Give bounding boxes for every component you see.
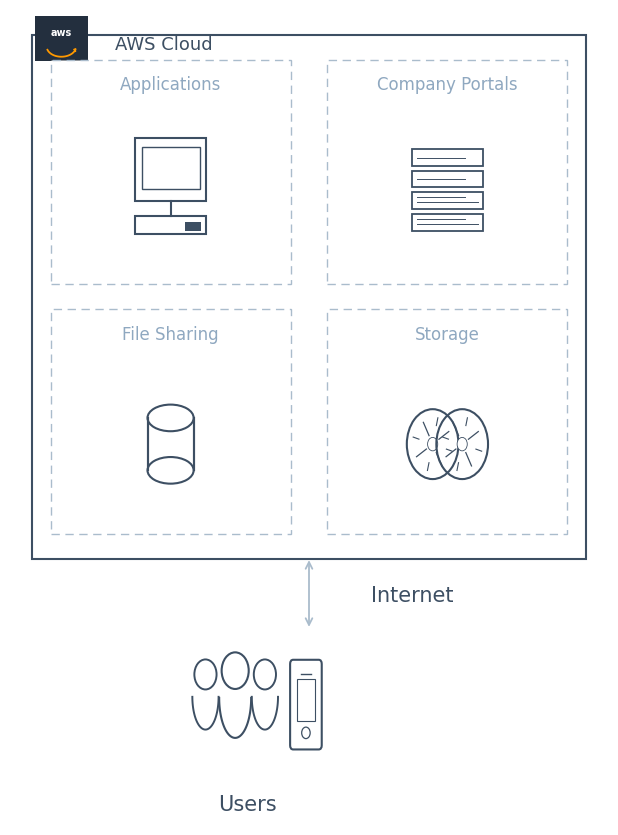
Text: File Sharing: File Sharing (122, 326, 219, 344)
Text: Applications: Applications (120, 76, 221, 94)
Text: Internet: Internet (371, 586, 453, 606)
Bar (51, 309, 290, 534)
Bar (412, 192, 483, 209)
Text: Company Portals: Company Portals (377, 76, 518, 94)
Text: Users: Users (218, 795, 277, 815)
FancyBboxPatch shape (290, 660, 322, 750)
Bar (32, 35, 586, 559)
Bar (297, 679, 315, 721)
Bar (148, 418, 193, 470)
Bar (328, 59, 567, 285)
Bar (328, 309, 567, 534)
Bar (35, 16, 88, 61)
Ellipse shape (148, 457, 193, 483)
Bar (51, 59, 290, 285)
Bar (142, 147, 200, 190)
Text: aws: aws (51, 28, 72, 38)
Bar (412, 171, 483, 188)
Ellipse shape (148, 405, 193, 431)
Bar (135, 215, 206, 234)
Bar (412, 149, 483, 166)
Bar (185, 222, 201, 230)
Text: AWS Cloud: AWS Cloud (115, 36, 213, 53)
Circle shape (428, 438, 438, 450)
Text: Storage: Storage (415, 326, 480, 344)
Circle shape (457, 438, 467, 450)
Bar (135, 139, 206, 200)
Bar (412, 214, 483, 230)
